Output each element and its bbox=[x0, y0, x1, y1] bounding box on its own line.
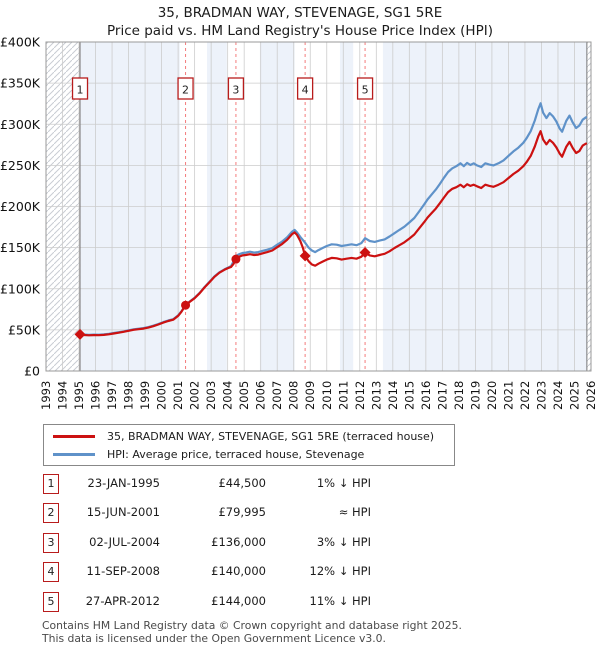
svg-text:2010: 2010 bbox=[320, 381, 334, 410]
svg-text:2: 2 bbox=[182, 84, 189, 97]
svg-text:2019: 2019 bbox=[468, 381, 482, 410]
license-footer: Contains HM Land Registry data © Crown c… bbox=[42, 619, 462, 645]
svg-text:2012: 2012 bbox=[353, 381, 367, 410]
svg-text:2025: 2025 bbox=[567, 381, 581, 410]
svg-text:5: 5 bbox=[362, 84, 369, 97]
svg-text:2026: 2026 bbox=[584, 381, 598, 410]
table-row: 2 15-JUN-2001 £79,995 ≈ HPI bbox=[43, 503, 393, 523]
legend-item-property: 35, BRADMAN WAY, STEVENAGE, SG1 5RE (ter… bbox=[44, 427, 454, 445]
svg-text:2023: 2023 bbox=[534, 381, 548, 410]
svg-text:2015: 2015 bbox=[402, 381, 416, 410]
sale-price: £44,500 bbox=[218, 476, 266, 490]
svg-text:2005: 2005 bbox=[237, 381, 251, 410]
sale-hpi-delta: 12% ↓ HPI bbox=[309, 564, 371, 578]
svg-text:2014: 2014 bbox=[386, 381, 400, 410]
sale-price: £136,000 bbox=[211, 535, 266, 549]
svg-text:2002: 2002 bbox=[188, 381, 202, 410]
svg-text:2020: 2020 bbox=[485, 381, 499, 410]
svg-text:£350K: £350K bbox=[0, 76, 41, 91]
svg-text:2018: 2018 bbox=[452, 381, 466, 410]
sale-date: 11-SEP-2008 bbox=[86, 564, 160, 578]
legend-item-hpi: HPI: Average price, terraced house, Stev… bbox=[44, 445, 454, 463]
chart-legend: 35, BRADMAN WAY, STEVENAGE, SG1 5RE (ter… bbox=[43, 424, 455, 466]
svg-text:2011: 2011 bbox=[336, 381, 350, 410]
legend-label-hpi: HPI: Average price, terraced house, Stev… bbox=[107, 447, 365, 461]
sale-price: £140,000 bbox=[211, 564, 266, 578]
svg-text:2016: 2016 bbox=[419, 381, 433, 410]
svg-text:1997: 1997 bbox=[105, 381, 119, 410]
sale-date: 27-APR-2012 bbox=[85, 594, 160, 608]
footer-line-2: This data is licensed under the Open Gov… bbox=[42, 631, 386, 645]
page-subtitle: Price paid vs. HM Land Registry's House … bbox=[107, 23, 493, 39]
svg-text:1994: 1994 bbox=[56, 381, 70, 410]
sale-date: 23-JAN-1995 bbox=[87, 476, 161, 490]
svg-text:1995: 1995 bbox=[72, 381, 86, 410]
svg-text:2001: 2001 bbox=[171, 381, 185, 410]
svg-text:2004: 2004 bbox=[221, 381, 235, 410]
svg-text:£100K: £100K bbox=[0, 281, 41, 296]
svg-text:1998: 1998 bbox=[122, 381, 136, 410]
sale-price: £79,995 bbox=[218, 505, 266, 519]
sale-date: 15-JUN-2001 bbox=[86, 505, 160, 519]
sale-date: 02-JUL-2004 bbox=[89, 535, 160, 549]
svg-text:1: 1 bbox=[77, 84, 84, 97]
svg-text:1999: 1999 bbox=[138, 381, 152, 410]
table-row: 4 11-SEP-2008 £140,000 12% ↓ HPI bbox=[43, 562, 393, 582]
svg-text:2006: 2006 bbox=[254, 381, 268, 410]
marker-badge: 3 bbox=[43, 533, 59, 553]
marker-badge: 5 bbox=[43, 592, 59, 612]
svg-text:2003: 2003 bbox=[204, 381, 218, 410]
sale-price: £144,000 bbox=[211, 594, 266, 608]
table-row: 1 23-JAN-1995 £44,500 1% ↓ HPI bbox=[43, 474, 393, 494]
svg-text:£250K: £250K bbox=[0, 158, 41, 173]
svg-text:£50K: £50K bbox=[8, 322, 41, 337]
svg-text:2000: 2000 bbox=[155, 381, 169, 410]
legend-label-property: 35, BRADMAN WAY, STEVENAGE, SG1 5RE (ter… bbox=[107, 429, 435, 443]
svg-text:1996: 1996 bbox=[89, 381, 103, 410]
footer-line-1: Contains HM Land Registry data © Crown c… bbox=[42, 619, 462, 632]
svg-text:4: 4 bbox=[302, 84, 309, 97]
marker-badge: 4 bbox=[43, 562, 59, 582]
blue-line-swatch bbox=[53, 452, 95, 456]
svg-text:2013: 2013 bbox=[369, 381, 383, 410]
page-title: 35, BRADMAN WAY, STEVENAGE, SG1 5RE bbox=[157, 5, 443, 21]
price-chart: 1 2 3 4 5 £0 £50K £100K £150K £200K £250K £300K £350… bbox=[0, 35, 598, 411]
marker-badge: 1 bbox=[43, 474, 59, 494]
sale-hpi-delta: 11% ↓ HPI bbox=[309, 594, 371, 608]
svg-text:3: 3 bbox=[232, 84, 239, 97]
svg-text:2024: 2024 bbox=[551, 381, 565, 410]
red-line-swatch bbox=[53, 434, 95, 438]
sale-hpi-delta: 1% ↓ HPI bbox=[316, 476, 371, 490]
sale-hpi-delta: 3% ↓ HPI bbox=[316, 535, 371, 549]
table-row: 3 02-JUL-2004 £136,000 3% ↓ HPI bbox=[43, 533, 393, 553]
svg-text:£150K: £150K bbox=[0, 240, 41, 255]
sale-hpi-delta: ≈ HPI bbox=[338, 505, 371, 519]
svg-text:£300K: £300K bbox=[0, 117, 41, 132]
svg-text:2017: 2017 bbox=[435, 381, 449, 410]
svg-text:2007: 2007 bbox=[270, 381, 284, 410]
svg-text:2008: 2008 bbox=[287, 381, 301, 410]
svg-text:1993: 1993 bbox=[39, 381, 53, 410]
svg-text:2021: 2021 bbox=[501, 381, 515, 410]
svg-text:£0: £0 bbox=[24, 364, 40, 379]
svg-text:2022: 2022 bbox=[518, 381, 532, 410]
svg-text:2009: 2009 bbox=[303, 381, 317, 410]
table-row: 5 27-APR-2012 £144,000 11% ↓ HPI bbox=[43, 592, 393, 612]
svg-text:£200K: £200K bbox=[0, 199, 41, 214]
svg-text:£400K: £400K bbox=[0, 35, 41, 50]
marker-badge: 2 bbox=[43, 503, 59, 523]
